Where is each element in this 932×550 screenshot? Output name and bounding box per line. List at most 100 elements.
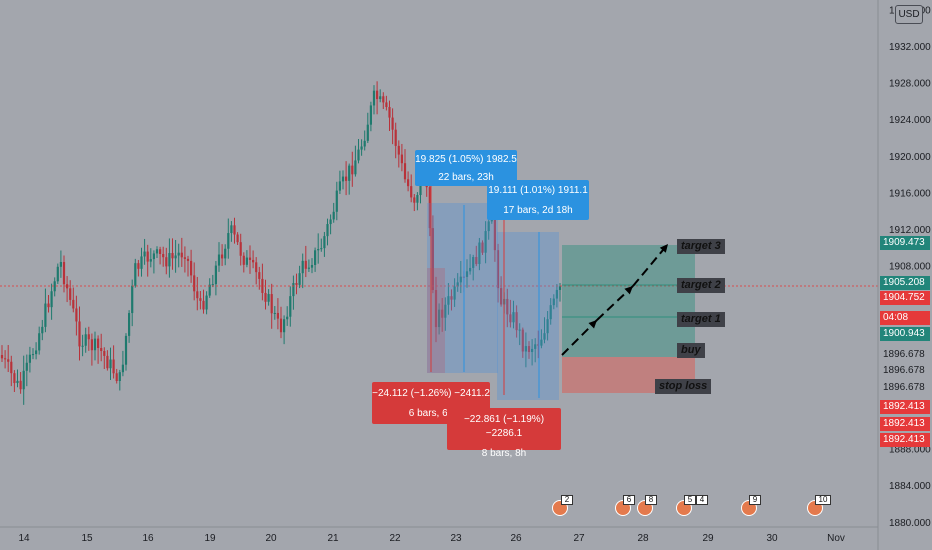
price-axis: 1936.0001932.0001928.0001924.0001920.000… [877, 0, 931, 550]
candle-body [202, 300, 205, 310]
candle-body [100, 347, 103, 352]
candle-body [221, 254, 224, 259]
candle-body [214, 265, 217, 285]
price-tag: 1909.473 [880, 236, 930, 250]
candle-body [534, 344, 537, 349]
candle-body [75, 308, 78, 322]
candle-body [44, 303, 47, 327]
candle-body [366, 124, 369, 141]
price-tick-label: 1916.000 [889, 188, 931, 199]
candle-body [326, 224, 329, 237]
candle-body [527, 346, 531, 353]
candle-body [512, 312, 515, 323]
candle-body [394, 129, 397, 146]
price-tick-label: 1912.000 [889, 225, 931, 236]
trend-arrow [596, 285, 634, 321]
trend-arrow [561, 319, 598, 356]
candle-body [279, 318, 283, 333]
label-target-1: target 1 [677, 312, 725, 327]
trend-arrowhead [588, 320, 597, 329]
label-stop-loss: stop loss [655, 379, 712, 394]
candle-body [205, 295, 208, 310]
candle-body [310, 264, 314, 268]
candle-body [521, 329, 524, 352]
candle-body [549, 305, 552, 320]
candle-body [376, 90, 379, 100]
candle-body [295, 283, 298, 285]
candle-body [348, 165, 351, 181]
time-tick-label: 30 [766, 533, 778, 544]
price-tag: 1892.413 [880, 417, 930, 431]
range-zone [427, 203, 498, 373]
time-axis: 14 15 16 19 20 21 22 23 26 27 28 29 30 Nov [0, 526, 878, 544]
candle-body [81, 345, 84, 347]
price-tag: 1900.943 [880, 327, 930, 341]
time-tick-label: Nov [827, 533, 845, 544]
candle-body [53, 281, 56, 292]
measure-1-line2: 22 bars, 23h [438, 172, 494, 183]
measure-box-4[interactable]: −22.861 (−1.19%) −2286.1 8 bars, 8h [447, 408, 561, 459]
candle-body [441, 309, 444, 318]
candle-body [531, 348, 534, 353]
candle-body [199, 298, 202, 301]
candle-body [369, 105, 372, 125]
candle-body [19, 380, 22, 390]
measure-box-1[interactable]: 19.825 (1.05%) 1982.5 22 bars, 23h [415, 150, 517, 186]
time-tick-label: 21 [327, 533, 339, 544]
candle-body [317, 249, 320, 251]
candle-body [444, 304, 447, 318]
candle-body [227, 233, 230, 249]
candle-body [338, 181, 341, 191]
currency-button[interactable]: USD [895, 5, 923, 24]
candle-body [47, 303, 50, 308]
measure-box-2[interactable]: 19.111 (1.01%) 1911.1 17 bars, 2d 18h [487, 180, 589, 220]
candle-body [276, 312, 279, 319]
time-tick-label: 14 [18, 533, 30, 544]
candle-body [196, 291, 199, 299]
price-tick-label: 1884.000 [889, 481, 931, 492]
candle-body [469, 267, 472, 272]
candle-body [35, 350, 38, 355]
candle-body [518, 329, 521, 331]
candle-body [97, 338, 100, 348]
event-count: 9 [749, 495, 761, 505]
candle-body [242, 255, 245, 265]
candle-body [0, 355, 4, 359]
candle-body [16, 380, 19, 384]
price-tick-label: 1920.000 [889, 152, 931, 163]
time-tick-label: 23 [450, 533, 462, 544]
candle-body [168, 253, 171, 267]
time-tick-label: 15 [81, 533, 93, 544]
candle-body [180, 252, 183, 258]
label-target-3: target 3 [677, 239, 725, 254]
candle-body [484, 231, 487, 253]
time-tick-label: 27 [573, 533, 585, 544]
candle-body [38, 333, 41, 351]
candle-body [552, 298, 555, 306]
candle-body [379, 96, 382, 100]
candle-body [286, 316, 289, 320]
candle-body [230, 225, 233, 234]
candle-body [134, 263, 137, 286]
candle-body [84, 334, 87, 346]
candle-body [537, 344, 540, 346]
candle-body [472, 257, 475, 268]
candle-body [239, 242, 242, 256]
candle-body [248, 257, 252, 260]
time-tick-label: 20 [265, 533, 277, 544]
candle-body [264, 292, 267, 302]
candle-body [332, 211, 335, 220]
candle-body [413, 197, 416, 203]
candle-body [273, 312, 276, 314]
candle-body [186, 258, 190, 261]
candle-body [31, 354, 35, 356]
candle-body [270, 294, 273, 314]
candle-body [190, 260, 193, 276]
candle-body [558, 286, 562, 290]
range-zone [497, 232, 559, 400]
trend-arrowhead [624, 286, 633, 295]
event-count: 6 [623, 495, 635, 505]
candle-body [183, 257, 186, 259]
